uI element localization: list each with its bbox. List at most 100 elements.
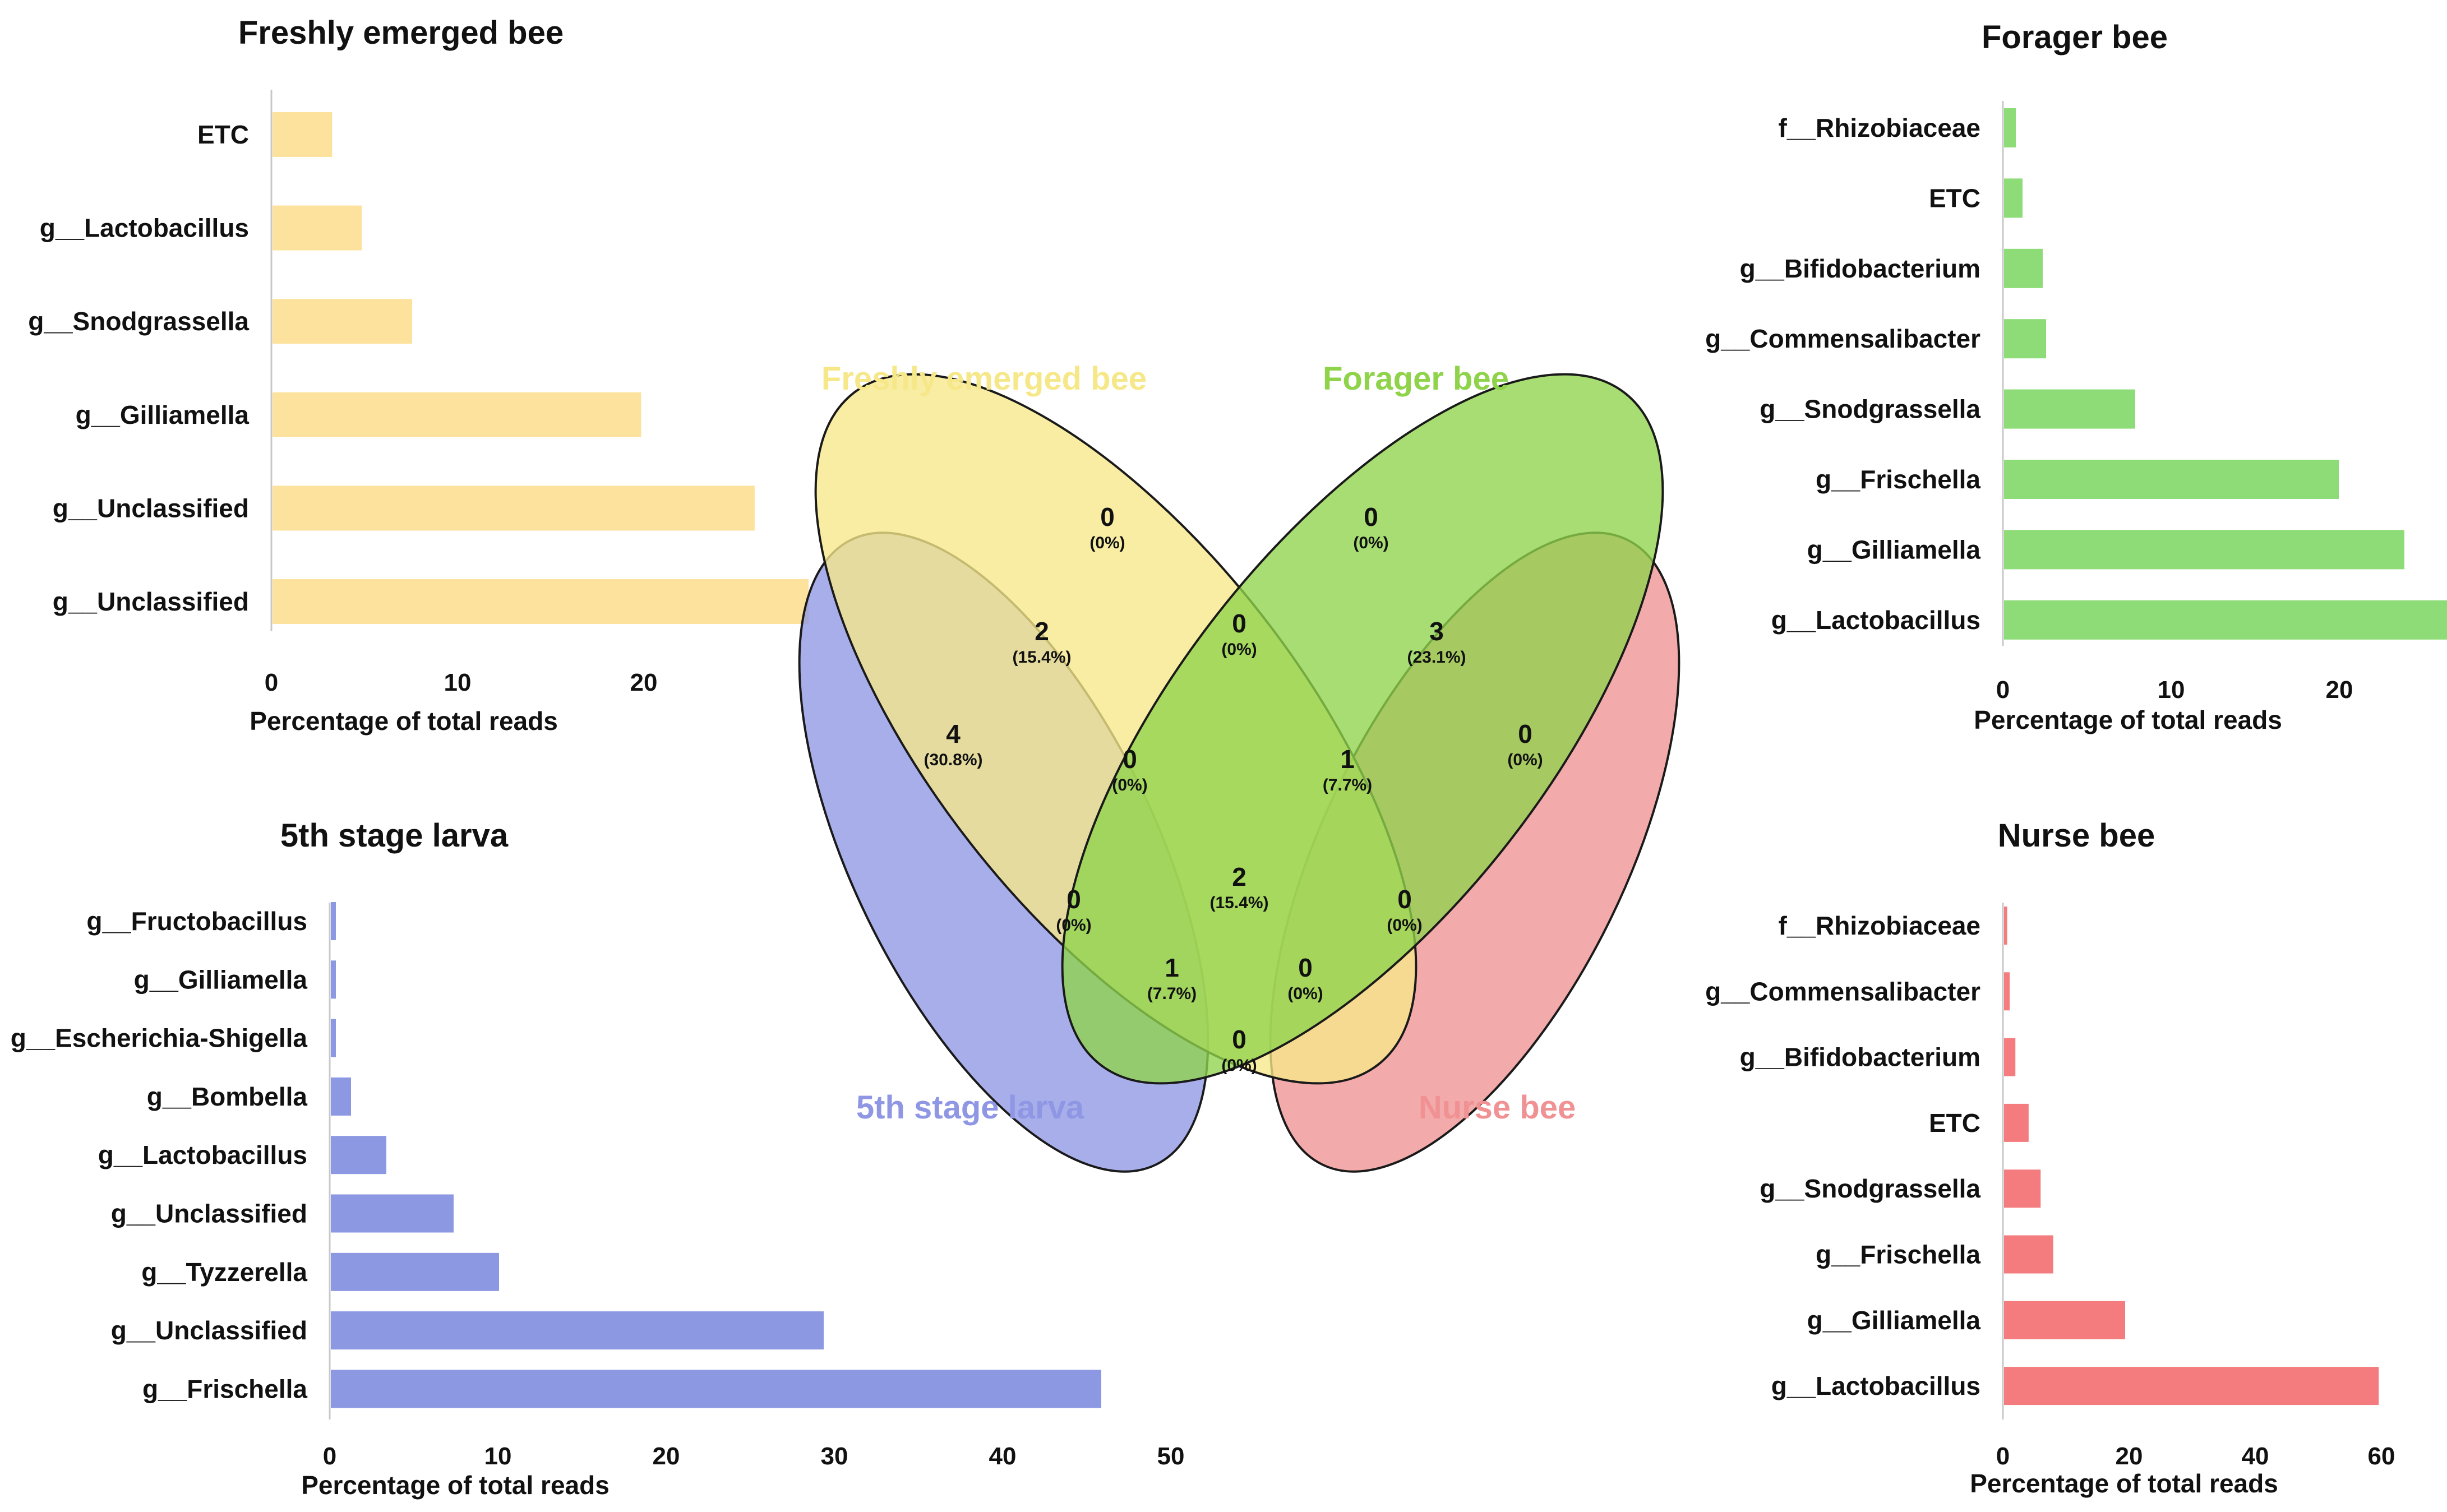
venn-count-larva-fresh: 2	[1035, 617, 1049, 646]
category-label: g__Gilliamella	[76, 400, 250, 429]
x-tick-label: 0	[323, 1442, 336, 1470]
venn-percent-larva-fresh-forager: (0%)	[1112, 776, 1147, 794]
chart-title: 5th stage larva	[280, 817, 509, 854]
category-label: g__Frischella	[1816, 1240, 1980, 1269]
bar-g-bifidobacterium	[2004, 1038, 2016, 1076]
category-label: g__Unclassified	[111, 1199, 307, 1228]
category-label: g__Fructobacillus	[86, 907, 307, 936]
bar-g-lactobacillus	[331, 1136, 386, 1175]
venn-count-fresh-nurse: 0	[1298, 953, 1313, 982]
x-tick-label: 40	[2242, 1442, 2269, 1470]
panel-forager-bee: Forager bee f__Rhizobiaceae ETC g__Bifidoba…	[1705, 19, 2447, 734]
venn-count-only-nurse: 0	[1518, 719, 1532, 748]
x-tick-label: 10	[2158, 676, 2185, 704]
bar-g-lactobacillus	[2004, 1367, 2379, 1405]
category-label: ETC	[197, 120, 249, 149]
venn-count-larva-nurse: 0	[1397, 885, 1412, 914]
venn-label-freshly-emerged-bee: Freshly emerged bee	[821, 360, 1147, 397]
category-label: g__Unclassified	[53, 493, 249, 523]
category-label: g__Lactobacillus	[40, 214, 249, 243]
category-label: g__Escherichia-Shigella	[11, 1024, 308, 1053]
bar-g-gilliamella	[331, 960, 336, 999]
bar-f-rhizobiaceae	[2004, 907, 2007, 945]
chart-title: Freshly emerged bee	[238, 15, 564, 51]
venn-count-larva-fresh-nurse: 0	[1232, 1025, 1246, 1054]
bar-etc	[2004, 178, 2023, 218]
chart-title: Forager bee	[1982, 19, 2168, 56]
bar-g-snodgrassella	[273, 299, 412, 344]
venn-count-larva-fresh-forager: 0	[1123, 745, 1137, 774]
venn-percent-all-four: (15.4%)	[1209, 894, 1268, 912]
x-tick-label: 10	[444, 669, 472, 696]
venn-percent-only-larva: (30.8%)	[924, 751, 982, 769]
venn-count-larva-forager-nurse: 1	[1165, 953, 1179, 982]
venn-label-nurse-bee: Nurse bee	[1419, 1089, 1576, 1126]
bar-g-lactobacillus	[2004, 600, 2447, 640]
x-tick-label: 20	[630, 669, 658, 696]
category-label: g__Commensalibacter	[1705, 324, 1980, 353]
bar-g-gilliamella	[273, 392, 641, 437]
bar-g-commensalibacter	[2004, 972, 2010, 1011]
venn-count-fresh-forager-nurse: 1	[1340, 745, 1355, 774]
venn-count-larva-forager: 0	[1066, 885, 1081, 914]
venn-set-forager-bee	[1061, 373, 1664, 1085]
category-label: g__Frischella	[1816, 465, 1980, 494]
bar-g-gilliamella	[2004, 1301, 2125, 1339]
bar-g-unclassified	[273, 485, 755, 531]
bar-g-unclassified	[331, 1311, 824, 1350]
bar-g-lactobacillus	[273, 205, 362, 251]
category-label: g__Bombella	[147, 1082, 308, 1111]
venn-count-only-forager: 0	[1364, 502, 1378, 531]
category-label: f__Rhizobiaceae	[1779, 113, 1980, 142]
category-label: g__Bifidobacterium	[1740, 254, 1980, 283]
category-label: ETC	[1929, 183, 1980, 212]
category-label: g__Snodgrassella	[1760, 1174, 1980, 1203]
category-label: g__Unclassified	[53, 587, 249, 616]
x-tick-label: 30	[821, 1442, 848, 1470]
panel-5th-stage-larva: 5th stage larva g__Fructobacillus g__Gilli…	[11, 817, 1185, 1500]
venn-label-forager-bee: Forager bee	[1323, 360, 1509, 397]
venn-count-only-fresh: 0	[1100, 502, 1115, 531]
panel-freshly-emerged-bee: Freshly emerged bee ETC g__Lactobacillus g_…	[28, 15, 1216, 736]
x-tick-label: 40	[989, 1442, 1017, 1470]
bar-g-bombella	[331, 1077, 351, 1116]
chart-title: Nurse bee	[1998, 817, 2155, 854]
x-tick-label: 60	[2368, 1442, 2395, 1470]
x-tick-label: 20	[2116, 1442, 2143, 1470]
venn-percent-larva-forager: (0%)	[1056, 916, 1091, 935]
venn-count-all-four: 2	[1232, 862, 1246, 891]
venn-percent-only-fresh: (0%)	[1089, 534, 1125, 552]
venn-percent-larva-fresh: (15.4%)	[1012, 648, 1071, 667]
venn-diagram: Freshly emerged bee Forager bee 5th stage …	[798, 336, 1680, 1177]
venn-count-forager-nurse: 3	[1429, 617, 1444, 646]
category-label: g__Snodgrassella	[1760, 395, 1980, 424]
category-label: g__Lactobacillus	[1771, 605, 1980, 635]
x-axis-label: Percentage of total reads	[301, 1471, 610, 1500]
bar-g-unclassified	[331, 1194, 454, 1233]
category-label: g__Commensalibacter	[1705, 977, 1980, 1006]
category-label: f__Rhizobiaceae	[1779, 911, 1980, 940]
category-label: g__Gilliamella	[1807, 1306, 1981, 1335]
venn-percent-only-forager: (0%)	[1353, 534, 1388, 552]
bar-g-bifidobacterium	[2004, 248, 2043, 288]
x-tick-label: 20	[653, 1442, 680, 1470]
venn-percent-larva-forager-nurse: (7.7%)	[1147, 984, 1197, 1003]
bar-g-commensalibacter	[2004, 319, 2046, 359]
venn-percent-fresh-forager: (0%)	[1221, 640, 1257, 659]
x-tick-label: 0	[265, 669, 278, 696]
venn-count-fresh-forager: 0	[1232, 609, 1246, 638]
category-label: g__Bifidobacterium	[1740, 1043, 1980, 1072]
venn-count-only-larva: 4	[946, 719, 961, 748]
x-tick-label: 0	[1996, 676, 2010, 704]
bar-f-rhizobiaceae	[2004, 108, 2016, 147]
venn-label-5th-stage-larva: 5th stage larva	[856, 1089, 1084, 1126]
category-label: g__Gilliamella	[134, 965, 308, 994]
bar-g-fructobacillus	[331, 902, 336, 940]
category-label: g__Lactobacillus	[98, 1140, 307, 1169]
bar-g-frischella	[2004, 460, 2339, 499]
bar-etc	[2004, 1103, 2029, 1142]
venn-percent-forager-nurse: (23.1%)	[1407, 648, 1466, 667]
bar-g-frischella	[2004, 1235, 2053, 1274]
bar-g-frischella	[331, 1370, 1101, 1408]
